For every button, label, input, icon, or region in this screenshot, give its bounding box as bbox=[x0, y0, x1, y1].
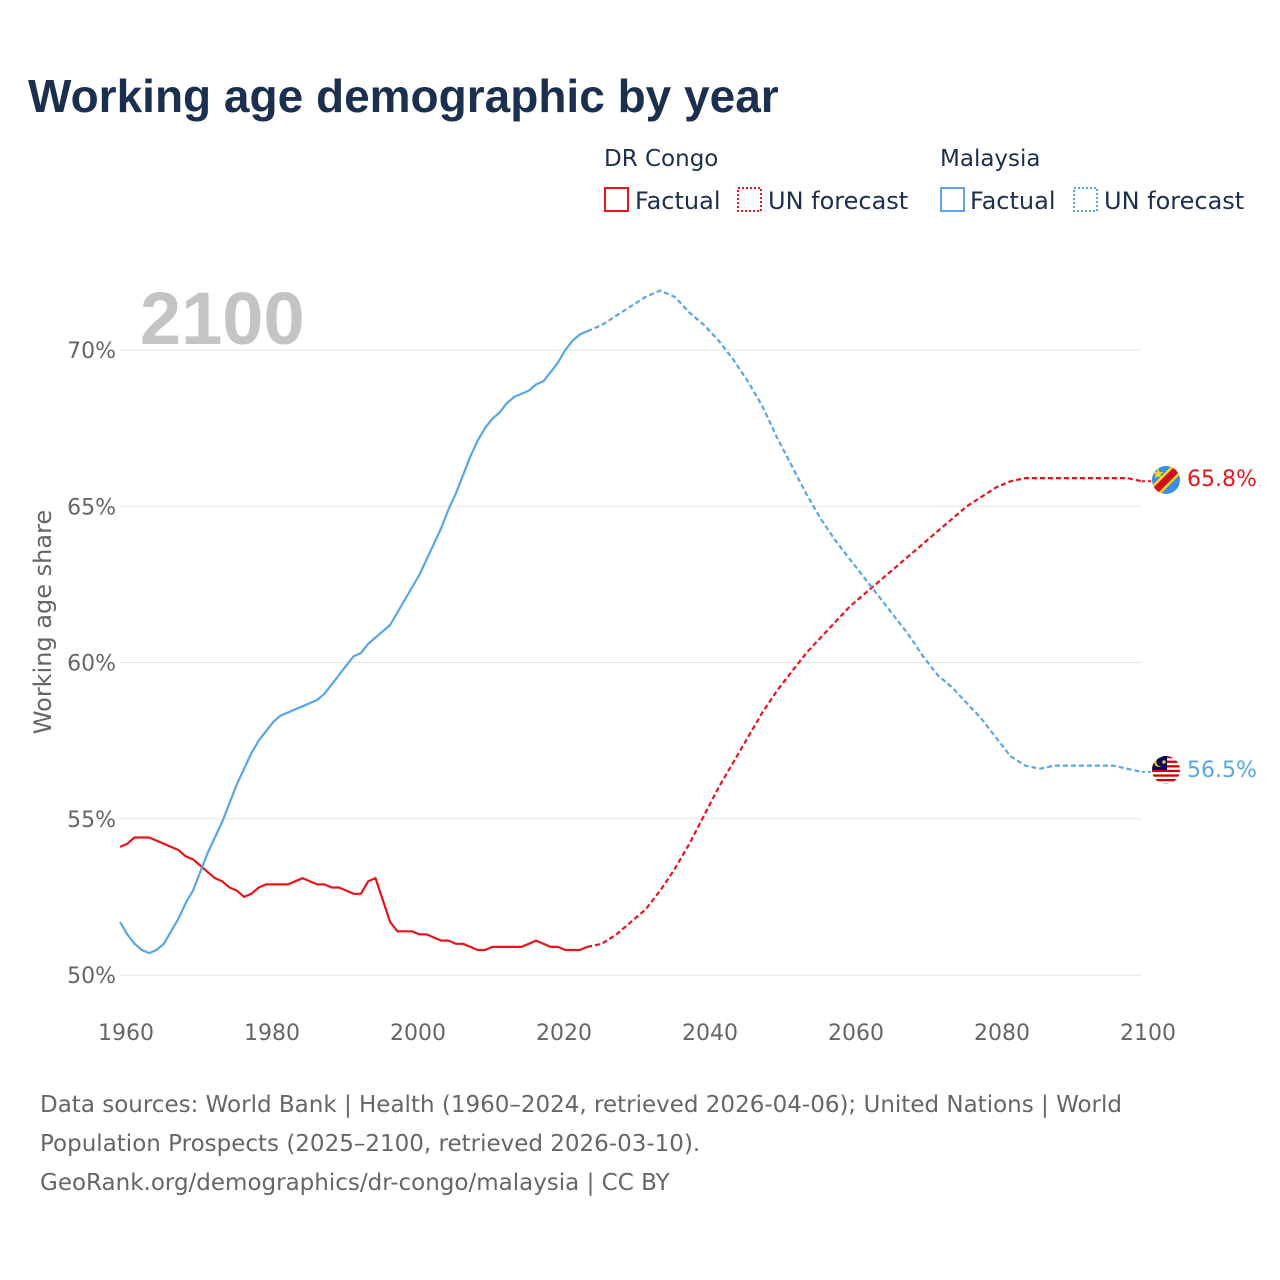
dr-congo-forecast-line bbox=[586, 477, 1143, 948]
legend-malaysia-forecast-label: UN forecast bbox=[1104, 187, 1244, 215]
x-tick-label: 2100 bbox=[1120, 1021, 1176, 1046]
legend-group-malaysia-title: Malaysia bbox=[940, 146, 1041, 172]
year-watermark: 2100 bbox=[140, 277, 305, 360]
x-tick-label: 2020 bbox=[536, 1021, 592, 1046]
x-tick-label: 1960 bbox=[98, 1021, 154, 1046]
x-tick-label: 2060 bbox=[828, 1021, 884, 1046]
legend-group-drc-title: DR Congo bbox=[604, 146, 718, 172]
drc-end-value-label: 65.8% bbox=[1187, 467, 1257, 492]
gridlines bbox=[120, 349, 1142, 976]
y-axis-label: Working age share bbox=[29, 510, 57, 734]
y-tick-label: 55% bbox=[67, 808, 116, 833]
y-tick-label: 70% bbox=[67, 339, 116, 364]
x-tick-label: 2040 bbox=[682, 1021, 738, 1046]
x-tick-label: 2000 bbox=[390, 1021, 446, 1046]
legend-malaysia-forecast-swatch bbox=[1073, 187, 1098, 212]
x-tick-label: 2080 bbox=[974, 1021, 1030, 1046]
legend-drc-factual-swatch bbox=[604, 187, 629, 212]
y-tick-label: 50% bbox=[67, 964, 116, 989]
legend-drc-forecast-swatch bbox=[737, 187, 762, 212]
y-tick-label: 65% bbox=[67, 495, 116, 520]
y-tick-label: 60% bbox=[67, 652, 116, 677]
malaysia-end-value-label: 56.5% bbox=[1187, 758, 1257, 783]
footer-line-3: GeoRank.org/demographics/dr-congo/malays… bbox=[40, 1170, 670, 1196]
legend: DR Congo Factual UN forecast Malaysia Fa… bbox=[604, 146, 1244, 215]
footer-line-2: Population Prospects (2025–2100, retriev… bbox=[40, 1131, 701, 1157]
data-sources-footer: Data sources: World Bank | Health (1960–… bbox=[40, 1086, 1160, 1203]
dr-congo-factual-line bbox=[119, 836, 588, 952]
x-axis-ticks: 1960 1980 2000 2020 2040 2060 2080 2100 bbox=[98, 1021, 1176, 1046]
drc-flag-marker bbox=[1152, 466, 1180, 494]
chart-title: Working age demographic by year bbox=[28, 70, 779, 122]
malaysia-flag-marker bbox=[1152, 756, 1180, 784]
x-tick-label: 1980 bbox=[244, 1021, 300, 1046]
malaysia-forecast-line bbox=[586, 289, 1143, 773]
series-layer bbox=[119, 289, 1152, 955]
footer-line-1: Data sources: World Bank | Health (1960–… bbox=[40, 1092, 1122, 1118]
legend-drc-forecast-label: UN forecast bbox=[768, 187, 908, 215]
y-axis-ticks: 50% 55% 60% 65% 70% bbox=[67, 339, 116, 989]
legend-malaysia-factual-swatch bbox=[940, 187, 965, 212]
legend-drc-factual-label: Factual bbox=[635, 187, 721, 215]
malaysia-factual-line bbox=[119, 330, 588, 955]
legend-malaysia-factual-label: Factual bbox=[970, 187, 1056, 215]
